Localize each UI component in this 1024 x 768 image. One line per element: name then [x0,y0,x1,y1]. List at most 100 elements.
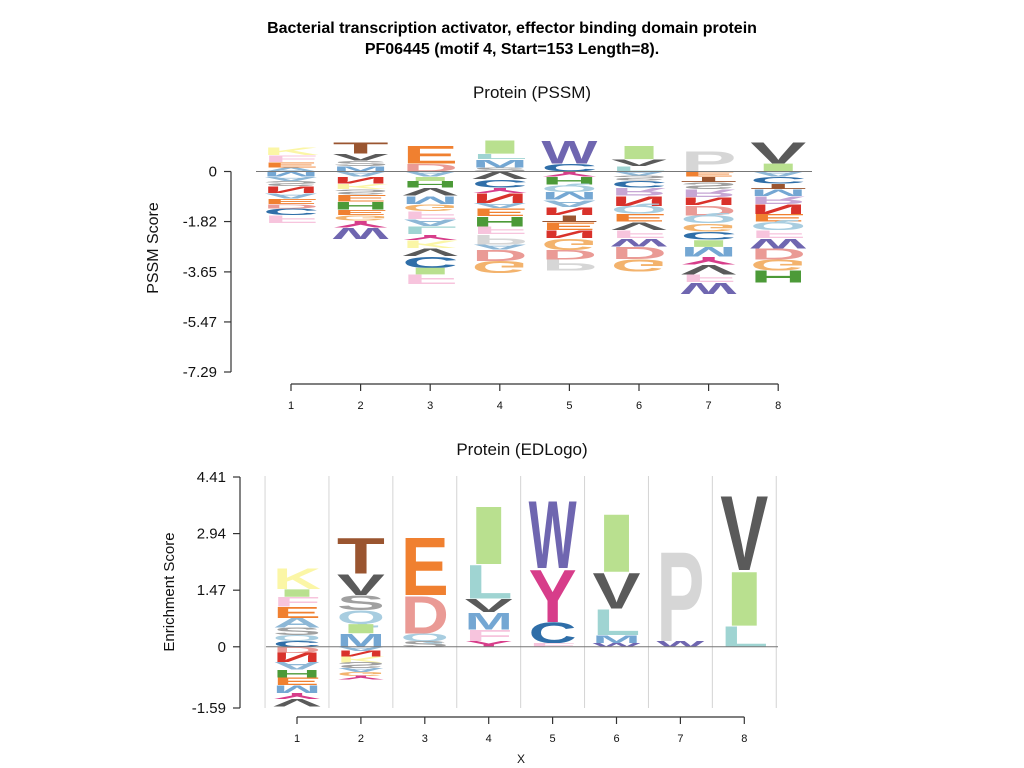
svg-text:C: C [402,253,458,270]
svg-text:Y: Y [273,691,321,700]
svg-text:Q: Q [681,213,737,226]
svg-text:S: S [337,660,385,669]
svg-text:M: M [263,170,319,178]
edlogo-letter-V: V [337,568,385,601]
page-title: Bacterial transcription activator, effec… [0,18,1024,60]
svg-text:L: L [472,152,528,160]
edlogo-letter-I: I [337,621,385,636]
edlogo-letter-S: S [273,626,321,638]
svg-text:T: T [337,528,385,585]
svg-text:E: E [541,220,597,233]
pssm-letter-N: N [541,205,597,218]
pssm-letter-E: E [402,141,458,169]
edlogo-letter-Q: Q [337,607,385,628]
svg-text:V: V [472,169,529,182]
pssm-letter-G: G [402,202,458,213]
edlogo-panel: Protein (EDLogo) Enrichment Score X 4.41… [161,440,778,766]
svg-text:P: P [541,256,597,273]
edlogo-column-7: PW [656,526,705,669]
edlogo-panel-title: Protein (EDLogo) [456,440,587,459]
svg-text:R: R [750,194,806,207]
pssm-letter-H: H [333,199,389,212]
edlogo-plot-area: 4.412.941.470-1.59KIFEASQCDNAHEMYVTVSQIM… [192,469,778,745]
svg-text:E: E [263,197,319,205]
pssm-letter-V: V [681,262,737,277]
edlogo-letter-W: W [529,482,577,589]
svg-text:H: H [402,179,458,190]
svg-text:I: I [593,496,641,589]
svg-text:G: G [541,235,597,252]
pssm-letter-H: H [472,214,528,229]
pssm-letter-V: V [402,185,459,198]
pssm-letter-A: A [402,217,458,228]
pssm-letter-F: F [263,153,319,164]
svg-text:W: W [681,279,738,296]
pssm-y-tick-label: -1.82 [183,214,217,231]
pssm-y-tick-label: -5.47 [183,314,217,331]
pssm-letter-V: V [472,169,529,182]
pssm-letter-G: G [611,256,667,275]
edlogo-letter-I: I [465,489,513,582]
pssm-letter-N: N [750,202,806,217]
pssm-letter-G: G [472,257,528,276]
svg-text:E: E [402,141,458,169]
svg-text:M: M [681,244,737,259]
svg-text:Y: Y [681,254,737,267]
pssm-panel: Protein (PSSM) PSSM Score 0 -1.82 -3.65 -5.… [145,83,812,412]
pssm-letter-F: F [750,228,806,241]
pssm-letter-I: I [402,266,458,277]
svg-text:A: A [472,201,528,209]
edlogo-y-tick-label: -1.59 [192,700,226,717]
pssm-letter-Q: Q [681,213,737,226]
pssm-letter-K: K [402,238,458,251]
pssm-letter-E: E [333,208,389,216]
svg-text:Y: Y [337,674,385,680]
edlogo-letter-M: M [593,634,641,646]
svg-text:Y: Y [541,170,597,178]
svg-text:D: D [273,645,321,654]
svg-text:V: V [337,568,385,601]
pssm-letter-M: M [541,190,597,203]
svg-text:D: D [611,243,667,262]
svg-text:G: G [472,257,528,276]
edlogo-x-tick-label: 1 [294,733,300,745]
pssm-letter-C: C [541,161,597,174]
svg-text:P: P [472,232,528,247]
pssm-x-tick-label: 7 [706,400,712,412]
svg-text:Y: Y [472,186,528,194]
svg-text:S: S [333,159,389,167]
edlogo-letter-F: F [273,594,321,609]
pssm-letter-Q: Q [611,203,667,216]
pssm-letter-A: A [333,170,389,178]
svg-text:W: W [656,640,705,649]
pssm-x-axis: 1 2 3 4 5 6 7 8 [288,383,781,412]
svg-text:V: V [333,152,390,163]
svg-text:I: I [402,176,458,182]
edlogo-letter-I: I [273,587,321,599]
pssm-letter-K: K [333,182,389,190]
edlogo-letter-M: M [337,630,385,651]
svg-text:L: L [611,165,667,173]
edlogo-letter-K: K [337,655,386,664]
pssm-letter-W: W [541,134,598,170]
edlogo-letter-V: V [720,473,768,593]
svg-text:Q: Q [611,203,667,216]
pssm-letter-W: W [750,236,806,251]
edlogo-letter-P: P [656,526,704,669]
pssm-letter-M: M [402,194,458,207]
edlogo-letter-S: S [337,660,385,669]
svg-text:C: C [472,177,528,190]
pssm-letter-P: P [541,256,597,273]
svg-text:Y: Y [333,219,389,230]
edlogo-letter-V: V [593,562,641,619]
svg-text:E: E [611,212,667,225]
svg-text:D: D [541,247,597,262]
pssm-letter-S: S [611,174,667,182]
svg-text:F: F [465,627,513,645]
pssm-letter-S: S [681,180,737,191]
svg-text:F: F [402,209,458,222]
edlogo-letter-A: A [337,667,385,673]
svg-text:A: A [750,170,806,178]
